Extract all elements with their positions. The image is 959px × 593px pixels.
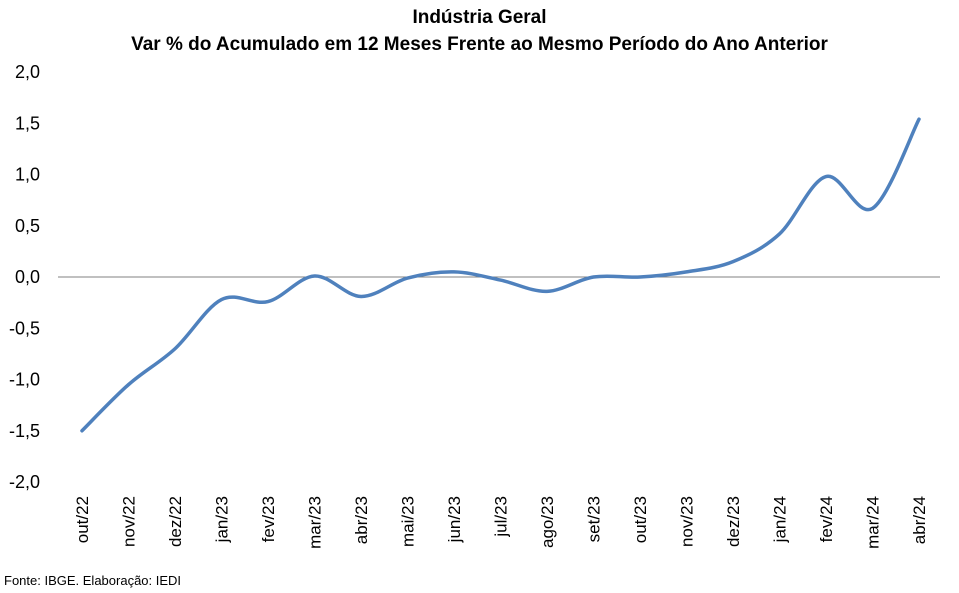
x-tick-label: mar/24 <box>864 496 883 549</box>
x-tick-label: dez/23 <box>724 496 743 547</box>
x-tick-label: nov/23 <box>678 496 697 547</box>
y-tick-label: 1,0 <box>15 165 40 185</box>
y-tick-label: -1,0 <box>9 370 40 390</box>
y-tick-label: 2,0 <box>15 62 40 82</box>
x-tick-label: jan/24 <box>771 496 790 543</box>
y-tick-label: -2,0 <box>9 472 40 492</box>
y-tick-label: 0,5 <box>15 216 40 236</box>
x-tick-label: fev/24 <box>817 496 836 542</box>
y-tick-label: -1,5 <box>9 421 40 441</box>
x-tick-label: ago/23 <box>538 496 557 548</box>
x-tick-label: abr/23 <box>352 496 371 544</box>
x-axis: out/22 nov/22 dez/22 jan/23 fev/23 mar/23 abr/… <box>73 496 929 549</box>
y-tick-label: -0,5 <box>9 318 40 338</box>
y-axis: 2,0 1,5 1,0 0,5 0,0 -0,5 -1,0 -1,5 -2,0 <box>9 62 40 492</box>
x-tick-label: mar/23 <box>306 496 325 549</box>
source-note: Fonte: IBGE. Elaboração: IEDI <box>4 573 182 588</box>
y-tick-label: 0,0 <box>15 267 40 287</box>
chart-subtitle: Var % do Acumulado em 12 Meses Frente ao… <box>131 34 828 55</box>
series-line <box>80 117 921 433</box>
x-tick-label: jan/23 <box>213 496 232 543</box>
x-tick-label: fev/23 <box>259 496 278 542</box>
y-tick-label: 1,5 <box>15 113 40 133</box>
x-tick-label: mai/23 <box>399 496 418 547</box>
x-tick-label: jun/23 <box>445 496 464 543</box>
x-tick-label: jul/23 <box>492 496 511 538</box>
x-tick-label: set/23 <box>585 496 604 542</box>
chart-title: Indústria Geral <box>412 7 547 28</box>
x-tick-label: out/23 <box>631 496 650 543</box>
x-tick-label: nov/22 <box>120 496 139 547</box>
x-tick-label: out/22 <box>73 496 92 543</box>
x-tick-label: abr/24 <box>910 496 929 544</box>
x-tick-label: dez/22 <box>166 496 185 547</box>
